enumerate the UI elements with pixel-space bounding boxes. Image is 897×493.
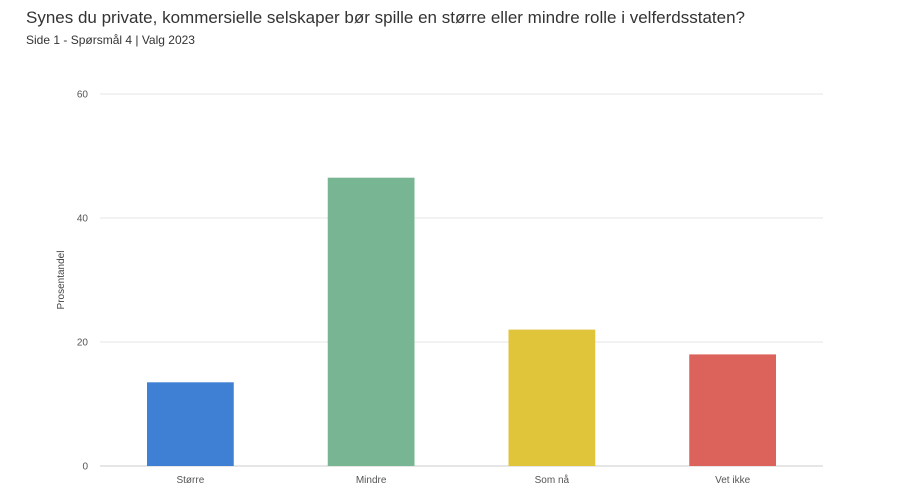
x-axis-ticks: Større Mindre Som nå Vet ikke: [176, 474, 750, 486]
y-tick-label: 20: [77, 338, 89, 349]
x-tick-label: Vet ikke: [715, 475, 750, 486]
bar[interactable]: [508, 329, 596, 466]
bars: [146, 177, 777, 466]
y-tick-label: 60: [77, 90, 89, 101]
y-tick-label: 0: [82, 462, 88, 473]
chart-subtitle: Side 1 - Spørsmål 4 | Valg 2023: [26, 33, 195, 47]
chart-title: Synes du private, kommersielle selskaper…: [26, 8, 746, 27]
x-tick-label: Mindre: [356, 475, 387, 486]
bar[interactable]: [327, 177, 415, 466]
bar[interactable]: [146, 382, 234, 466]
y-axis-ticks: 0 20 40 60: [77, 90, 89, 473]
bar[interactable]: [689, 354, 777, 466]
x-tick-label: Større: [176, 475, 204, 486]
x-tick-label: Som nå: [535, 474, 570, 486]
y-axis-label: Prosentandel: [56, 251, 67, 310]
y-tick-label: 40: [77, 214, 89, 225]
